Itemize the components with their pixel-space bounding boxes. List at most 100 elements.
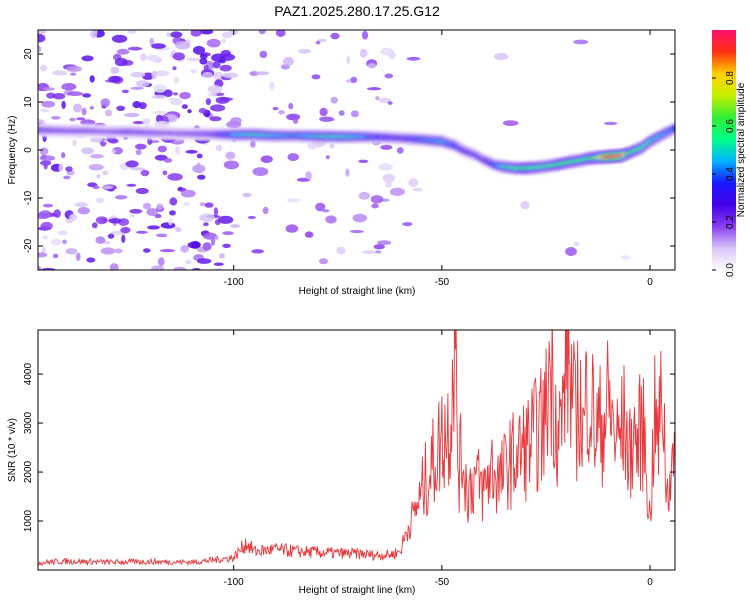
- noise-blob: [95, 216, 108, 225]
- noise-blob: [154, 70, 170, 77]
- noise-blob: [223, 160, 240, 170]
- noise-blob: [89, 105, 94, 110]
- spectrogram-ridge-layer: [38, 121, 675, 176]
- noise-blob: [288, 102, 294, 110]
- noise-blob: [125, 160, 139, 168]
- noise-blob: [46, 92, 56, 99]
- noise-blob: [359, 48, 368, 58]
- snr-y-label: SNR (10 * v/v): [7, 418, 18, 482]
- x-tick-label: -100: [224, 277, 244, 288]
- noise-blob: [40, 108, 50, 113]
- noise-blob: [387, 101, 393, 105]
- noise-blob: [215, 144, 223, 152]
- noise-blob: [350, 76, 358, 84]
- noise-blob: [159, 249, 176, 253]
- noise-blob: [207, 85, 223, 94]
- x-tick-label: -50: [435, 277, 450, 288]
- noise-blob: [254, 71, 270, 76]
- noise-blob: [154, 213, 162, 219]
- noise-blob: [380, 144, 393, 150]
- x-tick-label: 0: [647, 277, 653, 288]
- noise-blob: [183, 202, 191, 206]
- noise-blob: [61, 152, 66, 159]
- noise-blob: [135, 149, 142, 156]
- snr-panel: -100 -50 0 1000 2000 3000 4000 Height of stra…: [7, 329, 676, 596]
- noise-blob: [230, 224, 241, 228]
- noise-blob: [90, 137, 103, 143]
- noise-blob: [139, 53, 147, 61]
- noise-blob: [40, 221, 53, 230]
- noise-blob: [190, 240, 201, 249]
- noise-blob: [72, 139, 77, 147]
- noise-blob: [158, 257, 165, 266]
- noise-blob: [52, 70, 67, 76]
- noise-blob: [190, 30, 202, 37]
- noise-blob: [199, 57, 208, 65]
- noise-blob: [40, 160, 52, 166]
- noise-blob: [170, 31, 183, 38]
- spectrogram-noise-layer: [38, 30, 630, 270]
- noise-blob: [121, 234, 126, 243]
- noise-blob: [319, 107, 328, 117]
- noise-blob: [287, 153, 299, 162]
- noise-blob: [50, 238, 62, 246]
- noise-blob: [603, 121, 618, 126]
- noise-blob: [325, 215, 337, 224]
- noise-blob: [205, 98, 211, 106]
- noise-blob: [42, 87, 55, 91]
- noise-blob: [143, 248, 151, 253]
- y-tick-label: 0: [23, 147, 34, 153]
- noise-blob: [282, 57, 294, 66]
- noise-blob: [210, 104, 226, 112]
- colorbar-tick-label: 0.6: [725, 119, 736, 133]
- colorbar: 0.0 0.2 0.4 0.6 0.8 Normalized spectral ampl…: [712, 30, 747, 277]
- noise-blob: [317, 38, 327, 43]
- noise-blob: [209, 116, 222, 122]
- noise-blob: [115, 195, 128, 200]
- noise-blob: [61, 83, 77, 91]
- noise-blob: [114, 248, 123, 254]
- noise-blob: [178, 186, 183, 190]
- noise-blob: [573, 241, 580, 246]
- noise-blob: [138, 102, 147, 110]
- noise-blob: [67, 91, 83, 96]
- noise-blob: [260, 155, 273, 163]
- noise-blob: [285, 224, 299, 233]
- noise-blob: [40, 64, 47, 72]
- noise-blob: [142, 202, 152, 210]
- noise-blob: [160, 222, 176, 229]
- noise-blob: [163, 158, 173, 163]
- noise-blob: [51, 116, 61, 120]
- noise-blob: [88, 164, 104, 171]
- noise-blob: [180, 245, 190, 253]
- noise-blob: [42, 235, 48, 240]
- noise-blob: [81, 107, 87, 116]
- noise-blob: [379, 97, 392, 104]
- noise-blob: [502, 120, 519, 126]
- noise-blob: [135, 187, 149, 195]
- noise-blob: [39, 155, 56, 161]
- noise-blob: [336, 246, 346, 255]
- noise-blob: [213, 207, 219, 216]
- snr-series-line: [38, 330, 675, 567]
- noise-blob: [162, 170, 168, 176]
- noise-blob: [90, 30, 98, 39]
- noise-blob: [186, 57, 201, 62]
- noise-blob: [95, 236, 106, 244]
- noise-blob: [203, 64, 209, 71]
- noise-blob: [153, 84, 168, 93]
- colorbar-gradient: [712, 30, 736, 270]
- noise-blob: [206, 38, 221, 48]
- noise-blob: [111, 149, 117, 153]
- noise-blob: [219, 64, 232, 72]
- noise-blob: [105, 109, 113, 117]
- colorbar-tick-label: 0.4: [725, 167, 736, 181]
- noise-blob: [156, 233, 168, 238]
- noise-blob: [175, 146, 181, 155]
- noise-blob: [151, 265, 165, 270]
- noise-blob: [175, 227, 182, 232]
- noise-blob: [202, 232, 217, 240]
- noise-blob: [180, 189, 196, 198]
